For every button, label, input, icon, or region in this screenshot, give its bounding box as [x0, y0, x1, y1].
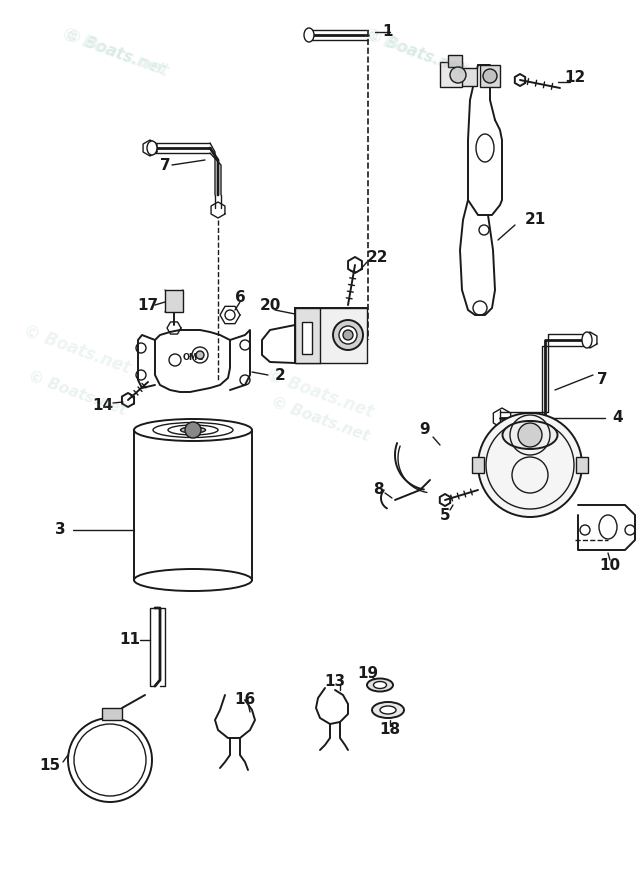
Ellipse shape [134, 569, 252, 591]
Text: 5: 5 [440, 508, 451, 523]
Circle shape [333, 320, 363, 350]
Text: 1: 1 [383, 24, 393, 39]
Text: 19: 19 [357, 667, 379, 682]
Ellipse shape [374, 682, 387, 689]
Text: 6: 6 [235, 290, 245, 306]
Circle shape [185, 422, 201, 438]
Ellipse shape [134, 419, 252, 441]
Text: 16: 16 [234, 692, 255, 707]
Bar [472, 457, 484, 473]
Text: © Boats.net: © Boats.net [360, 24, 472, 80]
Ellipse shape [147, 141, 157, 155]
Ellipse shape [372, 702, 404, 718]
Ellipse shape [367, 678, 393, 691]
Circle shape [483, 69, 497, 83]
Text: 22: 22 [367, 251, 388, 266]
Bar [448, 55, 462, 67]
Text: 15: 15 [40, 758, 61, 773]
Text: 18: 18 [380, 723, 401, 738]
Bar [455, 68, 477, 86]
Text: 21: 21 [524, 212, 546, 227]
Text: 8: 8 [372, 482, 383, 497]
Ellipse shape [502, 421, 557, 449]
Text: 10: 10 [600, 558, 621, 572]
Text: 2: 2 [275, 367, 285, 383]
Bar [165, 290, 183, 312]
Circle shape [450, 67, 466, 83]
Ellipse shape [582, 332, 592, 348]
Text: 20: 20 [259, 297, 281, 313]
Circle shape [196, 351, 204, 359]
Text: 17: 17 [138, 297, 159, 313]
Text: 3: 3 [54, 523, 65, 538]
Circle shape [343, 330, 353, 340]
Ellipse shape [380, 706, 396, 714]
Bar [295, 308, 320, 363]
Circle shape [478, 413, 582, 517]
Circle shape [339, 326, 357, 344]
Bar [302, 322, 312, 354]
Text: © Boats.net: © Boats.net [269, 395, 371, 444]
Text: 4: 4 [612, 411, 623, 426]
Text: 12: 12 [564, 71, 586, 86]
Circle shape [518, 423, 542, 447]
Text: OMC: OMC [182, 353, 204, 363]
Text: © Boats.net: © Boats.net [64, 28, 166, 77]
Text: 9: 9 [420, 422, 430, 438]
Ellipse shape [599, 515, 617, 539]
Bar [295, 308, 367, 363]
Text: © Boats.net: © Boats.net [59, 24, 172, 80]
Bar [576, 457, 588, 473]
Text: © Boats.net: © Boats.net [20, 322, 133, 378]
Text: © Boats.net: © Boats.net [264, 365, 376, 421]
Text: © Boats.net: © Boats.net [26, 369, 128, 418]
Ellipse shape [180, 427, 205, 433]
Bar [440, 62, 462, 87]
Bar [102, 708, 122, 720]
Text: © Boats.net: © Boats.net [365, 28, 467, 77]
Text: 7: 7 [160, 157, 170, 172]
Text: 7: 7 [596, 372, 607, 387]
Text: 13: 13 [324, 675, 346, 690]
Ellipse shape [304, 28, 314, 42]
Bar [480, 65, 500, 87]
Text: 11: 11 [120, 633, 141, 648]
Text: 14: 14 [92, 398, 113, 413]
